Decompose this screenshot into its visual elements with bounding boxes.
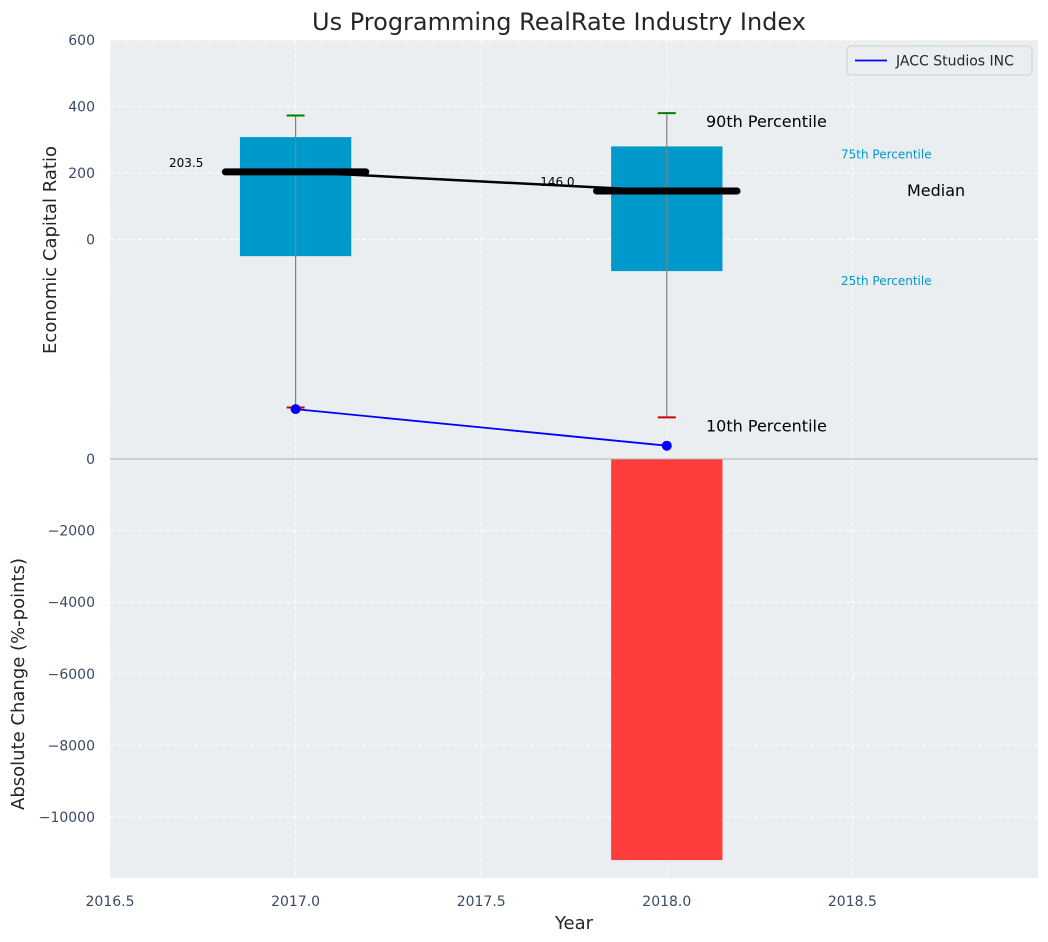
legend: JACC Studios INC [846, 45, 1033, 76]
bottom-plot-area [110, 459, 1038, 878]
x-axis-title: Year [554, 913, 594, 934]
top-y-tick-label: 400 [68, 100, 95, 116]
company-series-point [290, 404, 301, 415]
x-tick-label: 2017.0 [271, 894, 320, 910]
p10-annotation: 10th Percentile [706, 416, 827, 435]
top-y-tick-label: 600 [68, 33, 95, 49]
p25-annotation: 25th Percentile [841, 274, 932, 288]
median-value-label: 203.5 [169, 156, 203, 170]
chart-title: Us Programming RealRate Industry Index [312, 8, 806, 36]
bottom-y-tick-label: −10000 [39, 810, 95, 826]
legend-label: JACC Studios INC [895, 54, 1014, 70]
bottom-y-tick-label: −2000 [48, 524, 95, 540]
median-value-label: 146.0 [540, 175, 574, 189]
x-tick-label: 2016.5 [86, 894, 135, 910]
bottom-panel: 0 −2000 −4000 −6000 −8000 −10000 2016.5 2017.0 2… [8, 452, 1038, 934]
bottom-y-tick-label: −4000 [48, 595, 95, 611]
bottom-y-tick-label: −6000 [48, 667, 95, 683]
x-tick-label: 2018.0 [642, 894, 691, 910]
change-bar [611, 459, 723, 861]
top-y-tick-label: 0 [86, 233, 95, 249]
p75-annotation: 75th Percentile [841, 147, 932, 161]
bottom-y-tick-label: −8000 [48, 738, 95, 754]
top-y-axis-title: Economic Capital Ratio [40, 146, 61, 354]
x-tick-label: 2018.5 [828, 894, 877, 910]
p90-annotation: 90th Percentile [706, 112, 827, 131]
bottom-y-axis-title: Absolute Change (%-points) [8, 558, 29, 810]
legend-box [846, 45, 1033, 76]
company-series-line [295, 408, 667, 447]
median-annotation: Median [907, 181, 965, 200]
top-panel: 0 200 400 600 Economic Capital Ratio 203.5 146… [40, 33, 1038, 459]
company-series-point [661, 440, 672, 451]
x-tick-label: 2017.5 [457, 894, 506, 910]
bottom-y-tick-label: 0 [86, 452, 95, 468]
top-y-tick-label: 200 [68, 166, 95, 182]
